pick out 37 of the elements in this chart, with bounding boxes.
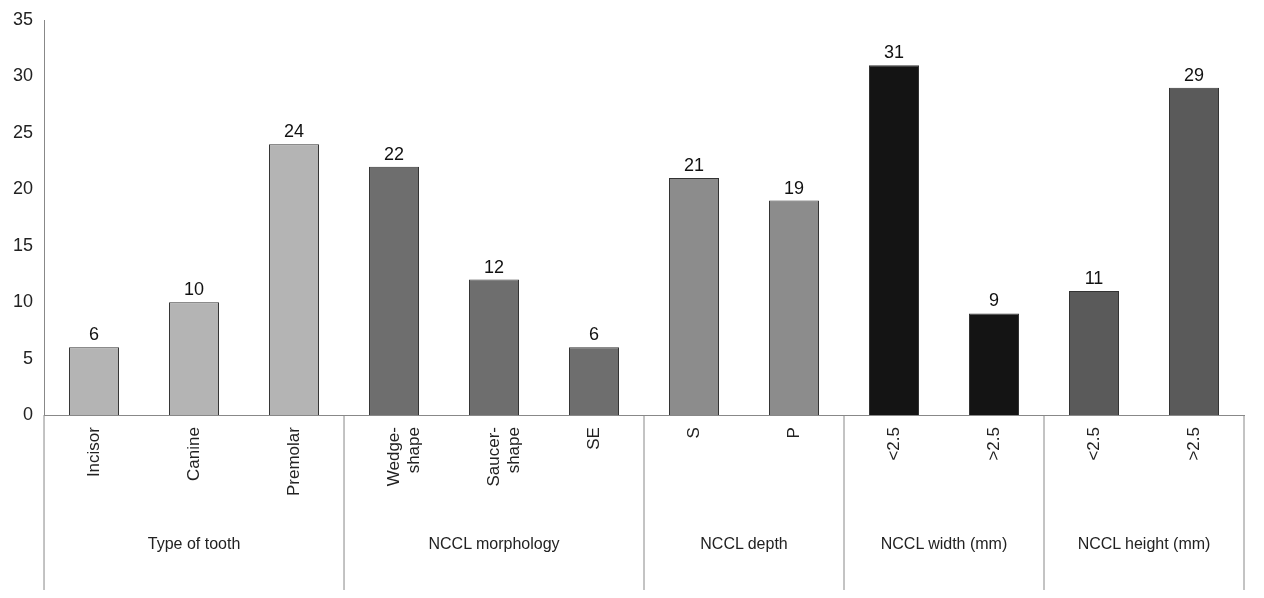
x-tick-label: <2.5 bbox=[1083, 427, 1103, 461]
x-tick-label: <2.5 bbox=[883, 427, 903, 461]
data-label: 6 bbox=[89, 324, 100, 345]
data-label: 12 bbox=[484, 256, 505, 277]
data-label: 11 bbox=[1084, 267, 1104, 288]
x-tick-label: Canine bbox=[183, 427, 203, 481]
y-tick-label: 30 bbox=[12, 65, 34, 86]
x-tick-label: Premolar bbox=[283, 426, 303, 497]
data-label: 29 bbox=[1183, 64, 1205, 85]
y-tick-label: 15 bbox=[12, 234, 34, 255]
x-tick-label: >2.5 bbox=[983, 427, 1003, 461]
y-tick-label: 5 bbox=[23, 347, 34, 368]
y-tick-label: 20 bbox=[12, 178, 34, 199]
x-tick-label: Saucer-shape bbox=[483, 427, 524, 487]
y-tick-label: 25 bbox=[12, 121, 34, 142]
text: NCCL height (mm) bbox=[1077, 535, 1211, 553]
data-label: 22 bbox=[384, 143, 405, 164]
data-label: 19 bbox=[783, 177, 805, 198]
x-tick-label: >2.5 bbox=[1183, 427, 1203, 461]
x-tick-label: Wedge-shape bbox=[383, 427, 424, 487]
y-tick-label: 0 bbox=[23, 404, 34, 425]
data-label: 31 bbox=[883, 42, 905, 63]
data-label: 21 bbox=[683, 154, 705, 175]
text: Type of tooth bbox=[147, 535, 241, 553]
y-tick-label: 35 bbox=[12, 8, 34, 29]
text: NCCL depth bbox=[700, 535, 788, 553]
data-label: 10 bbox=[184, 279, 205, 300]
data-label: 24 bbox=[284, 121, 305, 142]
text: NCCL morphology bbox=[428, 535, 560, 553]
x-tick-label: S bbox=[683, 427, 703, 439]
data-label: 6 bbox=[589, 324, 600, 345]
x-tick-label: P bbox=[783, 427, 803, 439]
x-tick-label: SE bbox=[583, 427, 603, 450]
data-label: 9 bbox=[989, 290, 1000, 311]
y-tick-label: 10 bbox=[12, 291, 34, 312]
text: NCCL width (mm) bbox=[880, 535, 1008, 553]
x-tick-label: Incisor bbox=[83, 426, 103, 478]
